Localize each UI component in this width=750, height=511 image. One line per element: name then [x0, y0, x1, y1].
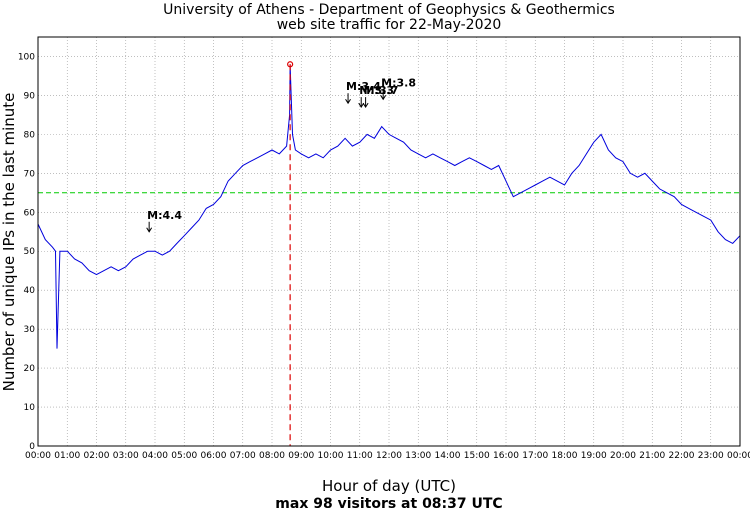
annotation-label: M:3.8 [381, 76, 416, 89]
chart-subtitle: web site traffic for 22-May-2020 [277, 17, 502, 33]
y-axis-label: Number of unique IPs in the last minute [0, 93, 18, 392]
x-tick-label: 17:00 [522, 451, 548, 461]
earthquake-annotations: M:4.4 M:3.4M:3.3M:3.7M:3.8 [146, 76, 416, 233]
x-tick-label: 18:00 [552, 451, 578, 461]
x-tick-label: 06:00 [201, 451, 227, 461]
max-point-marker [287, 61, 294, 68]
y-tick-label: 0 [29, 442, 35, 452]
x-axis-label: Hour of day (UTC) [322, 477, 456, 495]
x-tick-label: 03:00 [113, 451, 139, 461]
y-tick-label: 80 [24, 130, 36, 140]
x-tick-label: 11:00 [347, 451, 373, 461]
x-tick-label: 10:00 [318, 451, 344, 461]
annotation-label: M:3.3 [359, 84, 394, 97]
x-tick-label: 09:00 [288, 451, 314, 461]
x-tick-label: 16:00 [493, 451, 519, 461]
x-tick-label: 14:00 [435, 451, 461, 461]
traffic-line [37, 64, 741, 349]
x-tick-label: 08:00 [259, 451, 285, 461]
x-tick-label: 15:00 [464, 451, 490, 461]
y-tick-label: 20 [24, 364, 36, 374]
x-tick-label: 00:00 [25, 451, 51, 461]
y-tick-label: 30 [24, 325, 36, 335]
x-tick-labels: 00:00 01:00 02:00 03:00 04:00 05:00 06:00 07:00… [25, 451, 750, 461]
x-tick-label: 12:00 [376, 451, 402, 461]
plot-frame [37, 36, 741, 447]
chart-title: University of Athens - Department of Geo… [163, 2, 615, 18]
grid [38, 37, 740, 446]
annotation-arrow-head [345, 98, 351, 105]
annotation-arrow-head [146, 227, 153, 233]
y-tick-labels: 0 10 20 30 40 50 60 70 80 90 100 [18, 52, 35, 452]
annotation-label: M:3.7 [364, 84, 399, 97]
annotation-arrow-head [362, 102, 369, 109]
x-tick-label: 23:00 [698, 451, 724, 461]
x-tick-label: 20:00 [610, 451, 636, 461]
y-tick-label: 60 [24, 208, 36, 218]
x-tick-label: 01:00 [54, 451, 80, 461]
y-tick-label: 100 [18, 52, 35, 62]
max-marker-group [287, 61, 294, 446]
y-tick-label: 10 [24, 403, 36, 413]
x-tick-label: 04:00 [142, 451, 168, 461]
x-tick-label: 05:00 [171, 451, 197, 461]
x-tick-label: 19:00 [581, 451, 607, 461]
y-tick-label: 70 [24, 169, 36, 179]
x-tick-label: 00:00 [727, 451, 750, 461]
x-tick-label: 07:00 [230, 451, 256, 461]
y-tick-label: 40 [24, 286, 36, 296]
x-tick-label: 22:00 [669, 451, 695, 461]
annotation-arrow-head [358, 102, 365, 109]
x-tick-label: 02:00 [84, 451, 110, 461]
x-tick-label: 13:00 [405, 451, 431, 461]
x-tick-label: 21:00 [639, 451, 665, 461]
annotation-label: M:4.4 [147, 209, 182, 222]
annotation-arrow-head [380, 95, 387, 101]
series-lines [37, 64, 741, 349]
annotation-label: M:3.4 [346, 80, 381, 93]
y-tick-label: 50 [24, 247, 36, 257]
y-tick-label: 90 [24, 91, 36, 101]
max-visitors-footer: max 98 visitors at 08:37 UTC [275, 496, 502, 511]
